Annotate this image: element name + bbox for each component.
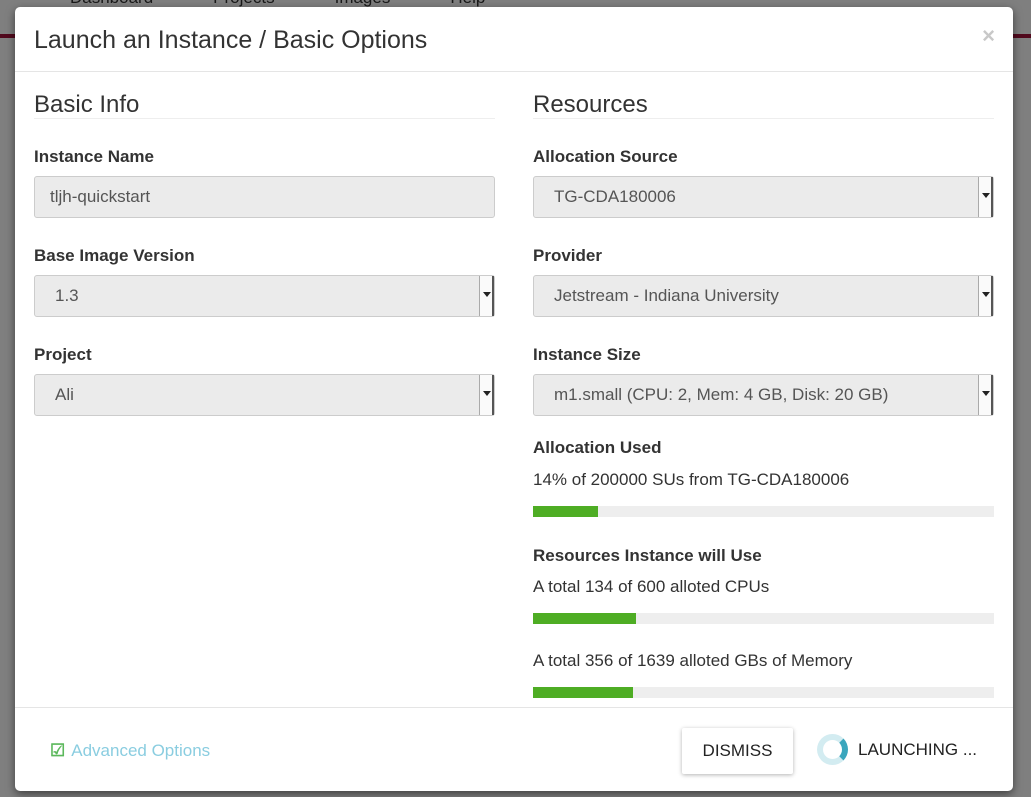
allocation-used-label: Allocation Used (533, 438, 662, 457)
chevron-down-icon (982, 292, 990, 297)
cpus-fill (533, 613, 636, 624)
memory-text: A total 356 of 1639 alloted GBs of Memor… (533, 651, 853, 670)
chevron-down-icon (982, 193, 990, 198)
instance-name-label: Instance Name (34, 147, 154, 166)
checkbox-checked-icon: ☑ (50, 741, 66, 760)
provider-value: Jetstream - Indiana University (554, 286, 779, 305)
provider-select[interactable]: Jetstream - Indiana University (533, 275, 994, 317)
advanced-options-link[interactable]: ☑ Advanced Options (50, 741, 210, 761)
launching-label: LAUNCHING ... (858, 739, 978, 759)
base-image-version-label: Base Image Version (34, 246, 195, 265)
basic-info-heading: Basic Info (34, 91, 495, 119)
advanced-options-label: Advanced Options (71, 741, 211, 760)
allocation-used-bar (533, 506, 994, 517)
project-select[interactable]: Ali (34, 374, 495, 416)
cpus-text: A total 134 of 600 alloted CPUs (533, 577, 770, 596)
provider-label: Provider (533, 246, 602, 265)
modal-title: Launch an Instance / Basic Options (34, 26, 428, 54)
memory-fill (533, 687, 634, 698)
instance-name-input[interactable]: tljh-quickstart (34, 176, 495, 218)
resources-will-use-label: Resources Instance will Use (533, 546, 762, 565)
launch-instance-modal: Launch an Instance / Basic Options × Bas… (15, 7, 1013, 791)
instance-size-value: m1.small (CPU: 2, Mem: 4 GB, Disk: 20 GB… (554, 385, 889, 404)
modal-header: Launch an Instance / Basic Options × (15, 7, 1013, 72)
allocation-used-text: 14% of 200000 SUs from TG-CDA180006 (533, 470, 850, 489)
instance-size-label: Instance Size (533, 345, 641, 364)
close-icon[interactable]: × (982, 23, 995, 48)
modal-footer: ☑ Advanced Options DISMISS LAUNCHING ... (15, 707, 1013, 791)
spinner-icon (817, 734, 848, 765)
project-value: Ali (55, 385, 74, 404)
basic-info-section: Basic Info Instance Name tljh-quickstart… (34, 91, 495, 416)
resources-heading: Resources (533, 91, 994, 119)
allocation-source-label: Allocation Source (533, 147, 678, 166)
memory-bar (533, 687, 994, 698)
allocation-used-fill (533, 506, 598, 517)
project-label: Project (34, 345, 92, 364)
cpus-bar (533, 613, 994, 624)
resources-section: Resources Allocation Source TG-CDA180006… (533, 91, 994, 698)
chevron-down-icon (483, 391, 491, 396)
base-image-version-select[interactable]: 1.3 (34, 275, 495, 317)
chevron-down-icon (982, 391, 990, 396)
chevron-down-icon (483, 292, 491, 297)
dismiss-button[interactable]: DISMISS (682, 728, 793, 774)
launching-button[interactable]: LAUNCHING ... (817, 734, 977, 765)
allocation-source-select[interactable]: TG-CDA180006 (533, 176, 994, 218)
base-image-version-value: 1.3 (55, 286, 79, 305)
allocation-source-value: TG-CDA180006 (554, 187, 676, 206)
instance-size-select[interactable]: m1.small (CPU: 2, Mem: 4 GB, Disk: 20 GB… (533, 374, 994, 416)
